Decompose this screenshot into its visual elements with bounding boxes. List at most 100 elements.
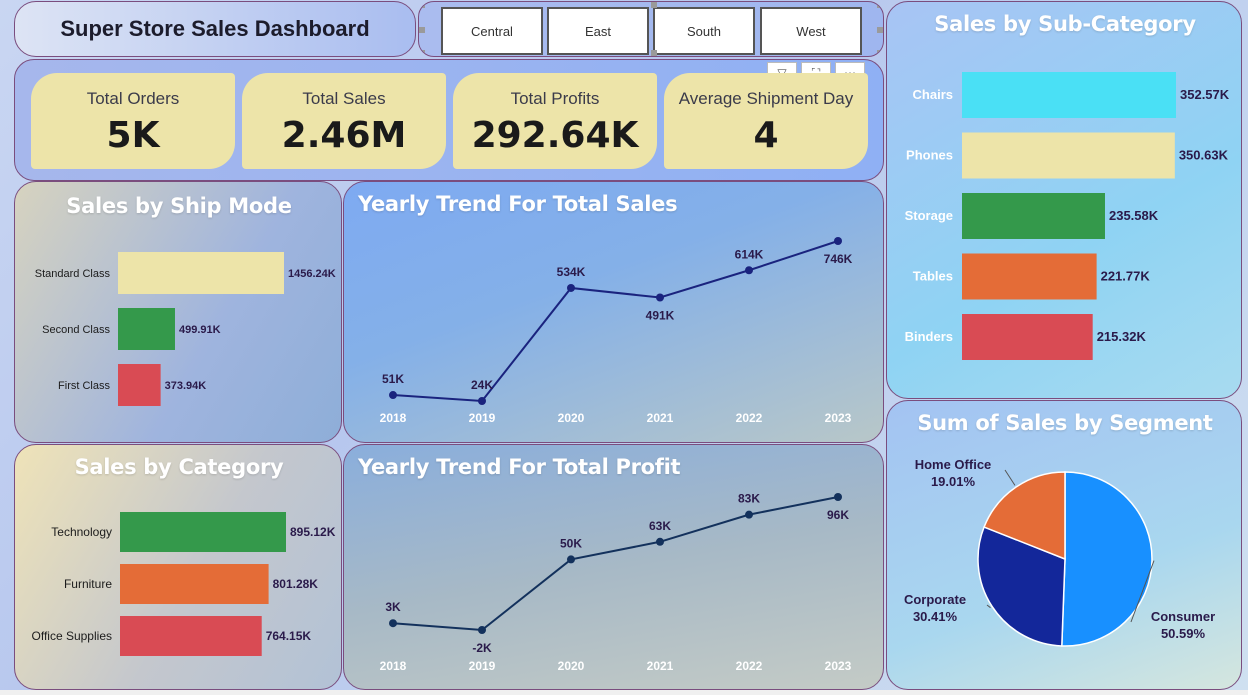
- x-tick-label: 2020: [558, 411, 585, 425]
- resize-handle[interactable]: [877, 2, 883, 8]
- category-label: First Class: [58, 380, 110, 392]
- chart-title: Sales by Ship Mode: [66, 194, 292, 218]
- data-label: 499.91K: [179, 324, 221, 336]
- data-label: 350.63K: [1179, 148, 1229, 163]
- chart-title: Sales by Sub-Category: [934, 12, 1196, 36]
- data-label: 221.77K: [1101, 269, 1151, 284]
- data-label: 235.58K: [1109, 208, 1159, 223]
- sub-category-bar-chart: Chairs 352.57K Phones 350.63K Storage 235.58K…: [905, 72, 1230, 360]
- kpi-value: 292.64K: [471, 115, 639, 156]
- yearly-sales-line-chart: 2018 51K 2019 24K 2020 534K 2021 491K 2022 614K 20…: [380, 237, 853, 425]
- pie-slice: [983, 471, 1066, 561]
- slice-category-label: Corporate: [904, 592, 966, 607]
- series-line: [392, 240, 839, 403]
- region-slicer: Central East South West: [418, 1, 884, 57]
- segment-pie-chart: Consumer 50.59% Corporate 30.41% Home Office…: [904, 457, 1215, 647]
- kpi-value: 2.46M: [281, 115, 407, 156]
- data-label: 895.12K: [290, 525, 336, 539]
- leader-line: [986, 604, 991, 609]
- data-label: 614K: [735, 247, 764, 261]
- resize-handle[interactable]: [877, 27, 883, 33]
- category-card: Sales by Category Technology 895.12K Furni…: [14, 444, 342, 690]
- data-label: 1456.24K: [288, 268, 336, 280]
- yearly-profit-line-chart: 2018 3K 2019 -2K 2020 50K 2021 63K 2022 83K 2023 96…: [380, 492, 852, 673]
- leader-line: [1004, 469, 1016, 486]
- data-point: [478, 397, 486, 405]
- ship-mode-bar-chart: Standard Class 1456.24K Second Class 499.91…: [35, 252, 336, 406]
- category-label: Tables: [913, 269, 953, 284]
- category-label: Office Supplies: [32, 629, 113, 643]
- kpi-card-total-sales: Total Sales 2.46M: [242, 73, 446, 169]
- data-point: [389, 619, 397, 628]
- data-label: 373.94K: [165, 380, 207, 392]
- bar: [120, 616, 262, 656]
- data-label: -2K: [472, 641, 492, 655]
- series-line: [392, 496, 839, 632]
- resize-handle[interactable]: [651, 50, 657, 56]
- x-tick-label: 2020: [558, 659, 585, 673]
- x-tick-label: 2023: [825, 411, 852, 425]
- canvas-bottom-strip: [0, 690, 1248, 695]
- kpi-card-total-orders: Total Orders 5K: [31, 73, 235, 169]
- category-label: Storage: [905, 208, 953, 223]
- leader-line: [1130, 560, 1155, 623]
- data-label: 83K: [738, 492, 760, 506]
- slicer-button-central[interactable]: Central: [441, 7, 543, 55]
- chart-title: Yearly Trend For Total Profit: [358, 455, 681, 479]
- data-label: 24K: [471, 378, 493, 392]
- resize-handle[interactable]: [419, 27, 425, 33]
- slicer-button-east[interactable]: East: [547, 7, 649, 55]
- category-label: Standard Class: [35, 268, 111, 280]
- resize-handle[interactable]: [651, 2, 657, 8]
- data-label: 63K: [649, 519, 671, 533]
- slicer-button-west[interactable]: West: [760, 7, 862, 55]
- resize-handle[interactable]: [419, 50, 425, 56]
- yearly-profit-card: Yearly Trend For Total Profit 2018 3K 2019…: [343, 444, 884, 690]
- data-label: 746K: [824, 252, 853, 266]
- category-bar-chart: Technology 895.12K Furniture 801.28K Office …: [32, 512, 336, 656]
- ship-mode-card: Sales by Ship Mode Standard Class 1456.24…: [14, 181, 342, 443]
- x-tick-label: 2022: [736, 411, 763, 425]
- bar: [962, 132, 1175, 179]
- yearly-sales-card: Yearly Trend For Total Sales 2018 51K 2019…: [343, 181, 884, 443]
- kpi-value: 5K: [106, 115, 160, 156]
- page-title: Super Store Sales Dashboard: [60, 16, 370, 41]
- resize-handle[interactable]: [877, 50, 883, 56]
- resize-handle[interactable]: [419, 2, 425, 8]
- data-label: 491K: [646, 309, 675, 323]
- slicer-button-south[interactable]: South: [653, 7, 755, 55]
- data-label: 801.28K: [273, 577, 319, 591]
- bar: [118, 252, 284, 294]
- data-label: 352.57K: [1180, 87, 1230, 102]
- x-tick-label: 2019: [469, 411, 496, 425]
- kpi-value: 4: [753, 115, 779, 156]
- bar: [962, 72, 1176, 118]
- x-tick-label: 2021: [647, 659, 674, 673]
- data-point: [389, 391, 397, 400]
- kpi-label: Total Sales: [302, 89, 386, 108]
- data-point: [745, 266, 753, 275]
- bar: [962, 253, 1097, 300]
- chart-title: Sum of Sales by Segment: [917, 411, 1213, 435]
- pie-slice: [1061, 471, 1153, 647]
- x-tick-label: 2018: [380, 411, 407, 425]
- data-point: [745, 510, 753, 519]
- category-label: Technology: [51, 525, 112, 539]
- data-point: [656, 537, 664, 546]
- category-label: Phones: [906, 148, 953, 163]
- kpi-container: ▽ ⛶ ⋯ Total Orders 5K Total Sales 2.46M …: [14, 59, 884, 181]
- slice-percent-label: 30.41%: [913, 609, 958, 624]
- data-point: [478, 626, 486, 634]
- data-point: [656, 293, 664, 302]
- bar: [118, 364, 161, 406]
- category-label: Chairs: [913, 87, 953, 102]
- slice-percent-label: 50.59%: [1161, 626, 1206, 641]
- bar: [120, 564, 269, 604]
- dashboard-title-card: Super Store Sales Dashboard: [14, 1, 416, 57]
- bar: [962, 193, 1105, 239]
- data-label: 96K: [827, 508, 849, 522]
- segment-card: Sum of Sales by Segment Consumer 50.59% Co…: [886, 400, 1242, 690]
- data-point: [834, 493, 842, 501]
- kpi-label: Total Orders: [86, 89, 180, 108]
- pie-slice: [977, 526, 1066, 647]
